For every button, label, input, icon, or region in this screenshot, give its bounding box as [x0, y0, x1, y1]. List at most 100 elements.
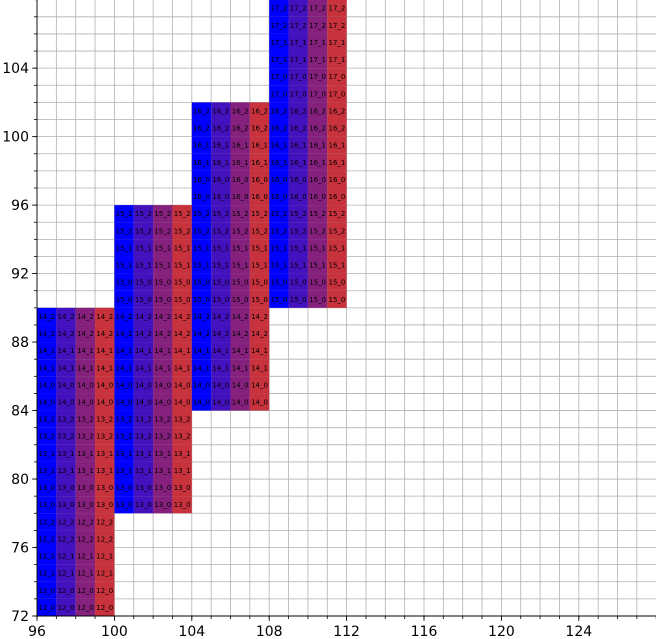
cell-label: 13_0 — [38, 484, 55, 492]
heatmap-cell — [95, 598, 115, 616]
cell-label: 13_1 — [38, 450, 55, 458]
heatmap-cell — [288, 205, 308, 223]
heatmap-cell — [75, 547, 96, 565]
heatmap-cell — [191, 205, 212, 223]
cell-label: 14_2 — [154, 313, 171, 321]
cell-label: 16_2 — [193, 125, 210, 133]
cell-label: 15_2 — [116, 227, 133, 235]
heatmap-cell — [288, 85, 308, 103]
cell-label: 14_0 — [135, 381, 152, 389]
heatmap-cell — [133, 393, 154, 411]
cell-label: 13_0 — [77, 501, 94, 509]
cell-label: 14_0 — [251, 381, 268, 389]
cell-label: 15_0 — [135, 296, 152, 304]
heatmap-cell — [230, 273, 250, 291]
heatmap-cell — [95, 564, 115, 582]
cell-label: 12_2 — [96, 535, 113, 543]
cell-label: 15_2 — [135, 227, 152, 235]
cell-label: 13_1 — [174, 467, 191, 475]
heatmap-cell — [133, 239, 154, 257]
heatmap-cell — [249, 136, 270, 154]
heatmap-cell — [288, 170, 308, 188]
heatmap-cell — [172, 342, 192, 360]
cell-label: 15_1 — [232, 244, 249, 252]
heatmap-cell — [95, 427, 115, 445]
x-tick-label: 104 — [178, 624, 205, 639]
heatmap-cell — [327, 290, 347, 308]
heatmap-cell — [288, 256, 308, 274]
cell-label: 14_0 — [232, 381, 249, 389]
cell-label: 14_2 — [77, 330, 94, 338]
cell-label: 13_2 — [135, 416, 152, 424]
heatmap-cell — [172, 444, 192, 462]
heatmap-cell — [211, 359, 231, 377]
heatmap-cell — [288, 273, 308, 291]
heatmap-cell — [307, 273, 328, 291]
cell-label: 15_2 — [290, 210, 307, 218]
heatmap-cell — [307, 222, 328, 240]
heatmap-cell — [114, 496, 134, 514]
heatmap-cell — [288, 290, 308, 308]
heatmap-cell — [269, 188, 289, 206]
cell-label: 15_0 — [290, 279, 307, 287]
heatmap-cell — [153, 410, 173, 428]
heatmap-cell — [249, 307, 270, 325]
heatmap-cell — [75, 444, 96, 462]
heatmap-cell — [191, 324, 212, 343]
cell-label: 15_2 — [193, 227, 210, 235]
cell-label: 12_0 — [96, 604, 113, 612]
cell-label: 14_0 — [38, 399, 55, 407]
heatmap-cell — [191, 188, 212, 206]
cell-label: 12_1 — [58, 570, 75, 578]
heatmap-cell — [37, 513, 57, 531]
heatmap-cell — [191, 342, 212, 360]
heatmap-cell — [75, 359, 96, 377]
cell-label: 12_0 — [38, 604, 55, 612]
y-tick-label: 100 — [2, 130, 29, 146]
heatmap-cell — [230, 376, 250, 394]
cell-label: 13_0 — [135, 484, 152, 492]
cell-label: 16_1 — [328, 142, 345, 150]
heatmap-cell — [249, 119, 270, 137]
cell-label: 13_1 — [116, 450, 133, 458]
heatmap-cell — [153, 496, 173, 514]
heatmap-cell — [191, 393, 212, 411]
heatmap-cell — [153, 444, 173, 462]
cell-label: 15_0 — [309, 279, 326, 287]
cell-label: 16_1 — [309, 142, 326, 150]
heatmap-cell — [269, 85, 289, 103]
cell-label: 15_2 — [212, 210, 229, 218]
cell-label: 15_0 — [193, 279, 210, 287]
cell-label: 13_0 — [116, 484, 133, 492]
heatmap-cell — [56, 376, 76, 394]
cell-label: 13_0 — [154, 484, 171, 492]
heatmap-cell — [230, 239, 250, 257]
cell-label: 15_1 — [251, 262, 268, 270]
cell-label: 15_2 — [154, 227, 171, 235]
heatmap-cell — [307, 0, 328, 17]
x-tick-label: 112 — [333, 624, 360, 639]
heatmap-cell — [230, 170, 250, 188]
heatmap-cell — [56, 547, 76, 565]
cell-label: 15_0 — [328, 279, 345, 287]
heatmap-cell — [211, 324, 231, 343]
heatmap-cell — [211, 376, 231, 394]
heatmap-cell — [133, 427, 154, 445]
heatmap-cell — [153, 427, 173, 445]
heatmap-cell — [95, 376, 115, 394]
cell-label: 14_0 — [135, 399, 152, 407]
cell-label: 15_1 — [174, 244, 191, 252]
cell-label: 12_0 — [58, 587, 75, 595]
y-tick-label: 104 — [2, 61, 29, 77]
x-tick-label: 124 — [565, 624, 592, 639]
cell-label: 13_1 — [135, 467, 152, 475]
heatmap-cell — [56, 581, 76, 599]
cell-label: 16_2 — [309, 107, 326, 115]
heatmap-cell — [37, 324, 57, 343]
heatmap-cell — [230, 393, 250, 411]
cell-label: 15_0 — [212, 279, 229, 287]
cell-label: 13_0 — [58, 501, 75, 509]
heatmap-cell — [75, 342, 96, 360]
cell-label: 13_2 — [77, 433, 94, 441]
heatmap-cell — [307, 51, 328, 69]
